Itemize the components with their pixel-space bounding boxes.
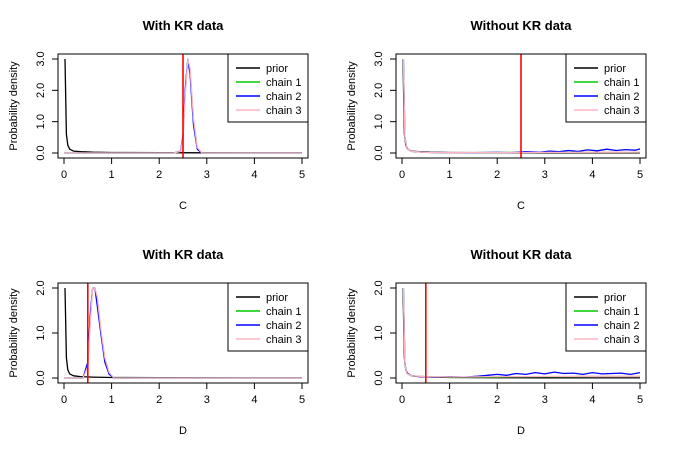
- x-tick-label: 5: [637, 169, 643, 181]
- x-tick-label: 1: [447, 169, 453, 181]
- legend-label: chain 1: [266, 306, 301, 318]
- x-tick-label: 3: [542, 394, 548, 406]
- legend-label: prior: [266, 292, 288, 304]
- chart-title: Without KR data: [471, 247, 573, 262]
- x-tick-label: 3: [204, 394, 210, 406]
- legend-label: chain 1: [604, 306, 639, 318]
- x-tick-label: 1: [109, 394, 115, 406]
- y-tick-label: 1.0: [373, 114, 385, 129]
- y-tick-label: 2.0: [35, 83, 47, 98]
- x-tick-label: 2: [494, 394, 500, 406]
- y-tick-label: 1.0: [35, 114, 47, 129]
- legend-label: prior: [604, 63, 626, 75]
- x-tick-label: 5: [637, 394, 643, 406]
- y-tick-label: 3.0: [35, 51, 47, 66]
- panel-3: With KR data D Probability density 0 1 2 3 4 5 0.…: [8, 247, 309, 437]
- legend-label: chain 2: [266, 91, 301, 103]
- y-axis-label: Probability density: [8, 288, 20, 378]
- x-axis-label: C: [517, 200, 525, 212]
- x-tick-label: 1: [109, 169, 115, 181]
- x-tick-label: 5: [299, 169, 305, 181]
- series-line-chain-3: [402, 287, 640, 378]
- legend-label: chain 1: [604, 77, 639, 89]
- y-tick-label: 2.0: [35, 280, 47, 295]
- x-tick-label: 4: [589, 394, 595, 406]
- x-tick-label: 0: [61, 169, 67, 181]
- y-axis-label: Probability density: [346, 288, 358, 378]
- y-tick-label: 0.0: [373, 370, 385, 385]
- x-tick-label: 0: [399, 169, 405, 181]
- legend-label: prior: [266, 63, 288, 75]
- legend-label: chain 3: [604, 334, 639, 346]
- legend-label: chain 3: [604, 105, 639, 117]
- y-tick-label: 3.0: [373, 51, 385, 66]
- legend-label: chain 2: [604, 320, 639, 332]
- legend-label: chain 3: [266, 334, 301, 346]
- y-tick-label: 1.0: [35, 325, 47, 340]
- legend: prior chain 1 chain 2 chain 3: [565, 282, 647, 352]
- x-tick-label: 0: [61, 394, 67, 406]
- x-tick-label: 4: [251, 169, 257, 181]
- panel-4: Without KR data D Probability density 0 1 2 3 4…: [346, 247, 647, 437]
- x-tick-label: 5: [299, 394, 305, 406]
- legend-label: chain 2: [604, 91, 639, 103]
- x-axis-label: D: [517, 425, 525, 437]
- panel-2: Without KR data C Probability density 0 1 2 3 4…: [346, 18, 647, 212]
- y-axis-label: Probability density: [8, 61, 20, 151]
- legend: prior chain 1 chain 2 chain 3: [227, 53, 309, 123]
- y-tick-label: 1.0: [373, 325, 385, 340]
- chart-title: Without KR data: [471, 18, 573, 33]
- x-tick-label: 1: [447, 394, 453, 406]
- series-line-chain-3: [64, 58, 302, 154]
- x-tick-label: 0: [399, 394, 405, 406]
- x-tick-label: 2: [156, 394, 162, 406]
- x-axis-label: C: [179, 200, 187, 212]
- chart-title: With KR data: [143, 18, 225, 33]
- y-tick-label: 2.0: [373, 280, 385, 295]
- series-group: [64, 54, 302, 158]
- series-line-chain-3: [402, 58, 641, 154]
- legend-label: chain 1: [266, 77, 301, 89]
- y-tick-label: 0.0: [373, 145, 385, 160]
- legend: prior chain 1 chain 2 chain 3: [565, 53, 647, 123]
- legend-label: prior: [604, 292, 626, 304]
- y-tick-label: 0.0: [35, 370, 47, 385]
- legend-label: chain 3: [266, 105, 301, 117]
- legend-label: chain 2: [266, 320, 301, 332]
- series-group: [402, 54, 641, 158]
- x-tick-label: 3: [542, 169, 548, 181]
- series-group: [402, 283, 641, 383]
- legend-box: [227, 53, 309, 123]
- x-tick-label: 4: [251, 394, 257, 406]
- y-axis-label: Probability density: [346, 61, 358, 151]
- series-group: [64, 283, 302, 383]
- x-tick-label: 3: [204, 169, 210, 181]
- x-tick-label: 4: [589, 169, 595, 181]
- y-tick-label: 2.0: [373, 83, 385, 98]
- x-tick-label: 2: [156, 169, 162, 181]
- x-axis-label: D: [179, 425, 187, 437]
- chart-title: With KR data: [143, 247, 225, 262]
- panel-1: With KR data C Probability density 0 1 2 3 4 5 0.…: [8, 18, 309, 212]
- y-tick-label: 0.0: [35, 145, 47, 160]
- legend: prior chain 1 chain 2 chain 3: [227, 282, 309, 352]
- x-tick-label: 2: [494, 169, 500, 181]
